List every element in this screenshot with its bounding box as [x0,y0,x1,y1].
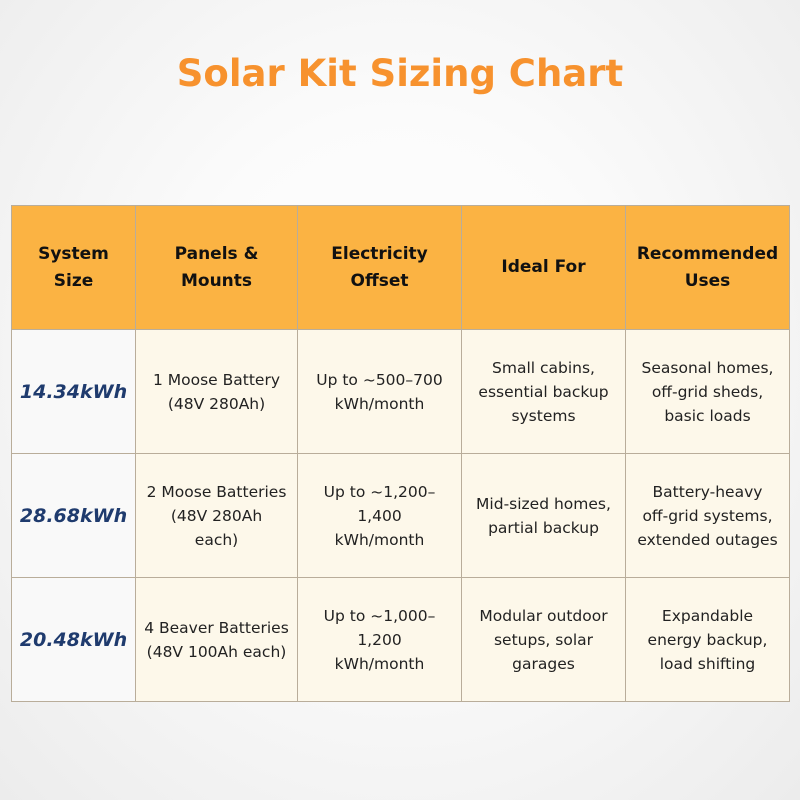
cell-line: 4 Beaver Batteries [144,618,289,637]
cell-line: energy backup, [647,630,768,649]
cell-line: (48V 280Ah) [167,394,266,413]
cell-line: Battery-heavy [652,482,763,501]
cell-line: 1 Moose Battery [152,370,281,389]
sizing-table: System Size Panels & Mounts Electricity … [11,205,790,702]
cell-line: off-grid sheds, [651,382,764,401]
cell-line: each) [194,530,239,549]
header-line: Recommended [636,243,779,264]
header-panels-mounts: Panels & Mounts [135,205,298,330]
cell-panels: 2 Moose Batteries (48V 280Ah each) [135,453,298,578]
cell-line: Expandable [661,606,754,625]
cell-line: Modular outdoor [479,606,608,625]
cell-line: kWh/month [334,394,425,413]
header-line: Electricity [331,243,428,264]
header-line: System [38,243,109,264]
cell-line: 2 Moose Batteries [146,482,287,501]
cell-offset: Up to ~1,000–1,200 kWh/month [297,577,462,702]
header-line: Panels & [174,243,259,264]
header-line: Offset [350,270,409,291]
cell-recommended-uses: Expandable energy backup, load shifting [625,577,790,702]
cell-line: Up to ~1,000–1,200 [323,606,436,649]
header-recommended-uses: Recommended Uses [625,205,790,330]
cell-line: Up to ~1,200–1,400 [323,482,436,525]
cell-line: essential backup [478,382,609,401]
cell-line: Seasonal homes, [641,358,774,377]
cell-offset: Up to ~1,200–1,400 kWh/month [297,453,462,578]
cell-ideal-for: Modular outdoor setups, solar garages [461,577,626,702]
cell-line: partial backup [488,518,599,537]
cell-ideal-for: Small cabins, essential backup systems [461,329,626,454]
cell-ideal-for: Mid-sized homes, partial backup [461,453,626,578]
header-line: Ideal For [501,257,586,277]
cell-system-size: 28.68kWh [11,453,136,578]
header-row: System Size Panels & Mounts Electricity … [11,205,790,330]
cell-line: Small cabins, [492,358,595,377]
cell-line: Up to ~500–700 [316,370,443,389]
cell-line: (48V 280Ah [170,506,263,525]
cell-line: systems [511,406,576,425]
header-ideal-for: Ideal For [461,205,626,330]
cell-panels: 4 Beaver Batteries (48V 100Ah each) [135,577,298,702]
cell-line: (48V 100Ah each) [146,642,287,661]
cell-line: basic loads [664,406,751,425]
cell-line: garages [512,654,575,673]
cell-panels: 1 Moose Battery (48V 280Ah) [135,329,298,454]
cell-system-size: 20.48kWh [11,577,136,702]
cell-line: setups, solar [493,630,594,649]
cell-system-size: 14.34kWh [11,329,136,454]
header-system-size: System Size [11,205,136,330]
cell-line: kWh/month [334,654,425,673]
cell-line: extended outages [637,530,778,549]
table-row: 20.48kWh 4 Beaver Batteries (48V 100Ah e… [11,577,790,702]
table-row: 28.68kWh 2 Moose Batteries (48V 280Ah ea… [11,453,790,578]
cell-recommended-uses: Seasonal homes, off-grid sheds, basic lo… [625,329,790,454]
header-line: Uses [684,270,731,291]
table-row: 14.34kWh 1 Moose Battery (48V 280Ah) Up … [11,329,790,454]
header-electricity-offset: Electricity Offset [297,205,462,330]
cell-offset: Up to ~500–700 kWh/month [297,329,462,454]
header-line: Mounts [180,270,253,291]
table-body: 14.34kWh 1 Moose Battery (48V 280Ah) Up … [11,329,790,702]
header-line: Size [53,270,94,291]
cell-line: off-grid systems, [642,506,773,525]
cell-line: kWh/month [334,530,425,549]
page-title: Solar Kit Sizing Chart [176,52,624,95]
cell-recommended-uses: Battery-heavy off-grid systems, extended… [625,453,790,578]
cell-line: load shifting [659,654,756,673]
cell-line: Mid-sized homes, [476,494,611,513]
table-header: System Size Panels & Mounts Electricity … [11,205,790,330]
